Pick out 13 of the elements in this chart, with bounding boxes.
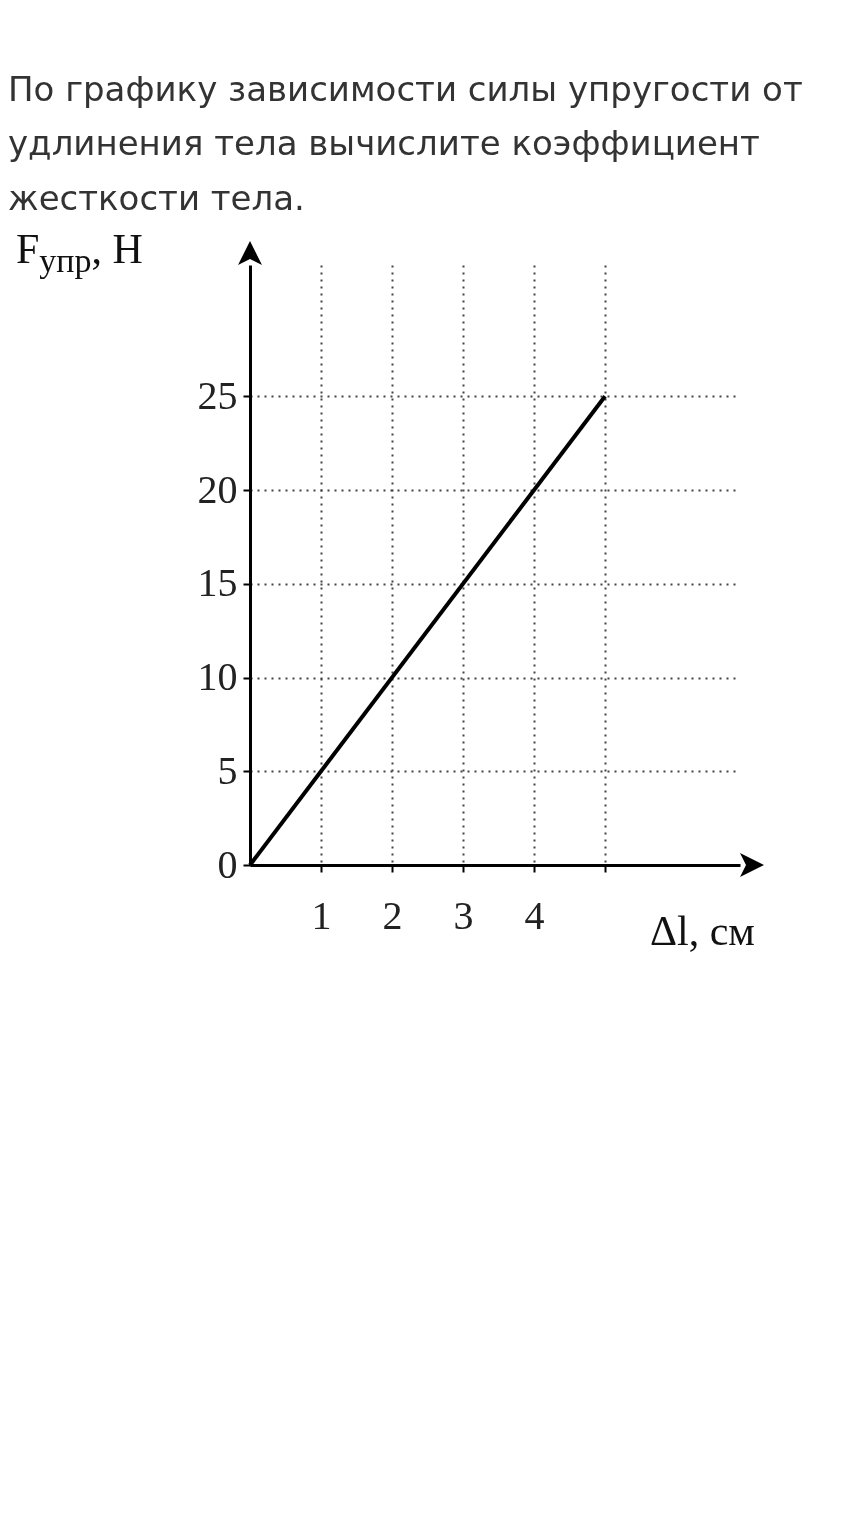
x-tick-label: 3 [453,892,474,938]
x-tick-label: 4 [524,892,545,938]
y-tick-label: 20 [197,466,238,512]
y-tick-label: 15 [197,560,238,606]
y-tick-label: 25 [197,372,238,418]
y-axis-title: F$_{упр}$, Н [16,225,143,281]
y-tick-label: 10 [197,654,238,700]
chart-title: По графику зависимости силы упругости от удлинения тела вычислите коэффициент жесткости тела. [7,68,804,220]
x-tick-label: 2 [382,892,403,938]
x-axis-title: Δl, см [650,907,755,956]
y-tick-label: 5 [217,747,238,793]
x-tick-label: 1 [311,892,332,938]
y-tick-label: 0 [217,841,238,887]
